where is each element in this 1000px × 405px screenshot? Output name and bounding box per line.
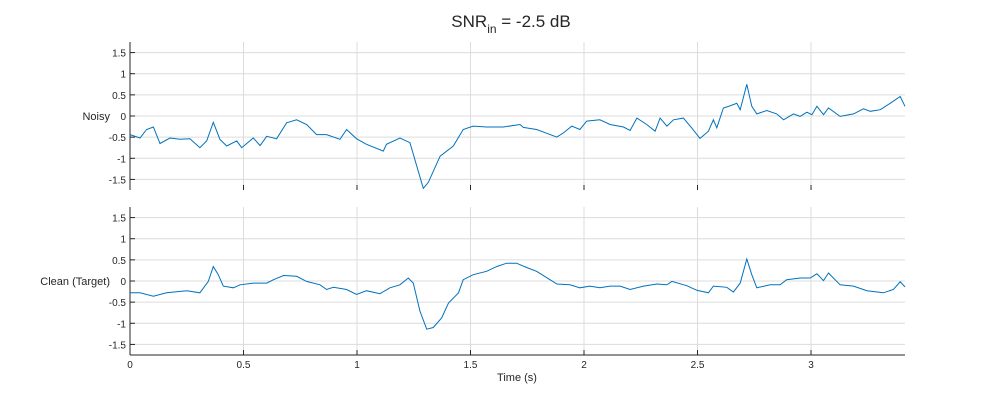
ytick-label: -0.5	[109, 133, 127, 144]
ytick-label: -1	[117, 154, 126, 165]
series-line	[130, 257, 906, 330]
xtick-label: 2	[581, 360, 587, 371]
ytick-label: 1	[120, 235, 126, 246]
xtick-label: 1	[354, 360, 360, 371]
ytick-label: 0	[120, 112, 126, 123]
ytick-label: 1.5	[112, 214, 126, 225]
xtick-label: 2.5	[691, 360, 705, 371]
series-line	[129, 84, 906, 190]
ylabel-noisy: Noisy	[82, 111, 110, 123]
ytick-label: 0.5	[112, 91, 126, 102]
xtick-label: 0	[127, 360, 133, 371]
xtick-label: 1.5	[464, 360, 478, 371]
chart-title: SNRin = -2.5 dB	[451, 12, 570, 36]
ytick-label: -1.5	[109, 175, 127, 186]
ytick-label: 0	[120, 277, 126, 288]
ytick-label: 1	[120, 70, 126, 81]
xtick-label: 0.5	[237, 360, 251, 371]
xtick-label: 3	[808, 360, 814, 371]
ytick-label: 1.5	[112, 49, 126, 60]
ytick-label: 0.5	[112, 256, 126, 267]
xlabel: Time (s)	[497, 372, 537, 384]
ytick-label: -1	[117, 319, 126, 330]
ytick-label: -0.5	[109, 298, 127, 309]
ytick-label: -1.5	[109, 340, 127, 351]
ylabel-clean: Clean (Target)	[40, 276, 110, 288]
axes-noisy: -1.5 -1 -0.5 0 0.5 1 1.5	[109, 42, 906, 190]
axes-clean: -1.5 -1 -0.5 0 0.5 1 1.5 0 0.5 1 1.5 2 2.5 3	[109, 207, 906, 371]
